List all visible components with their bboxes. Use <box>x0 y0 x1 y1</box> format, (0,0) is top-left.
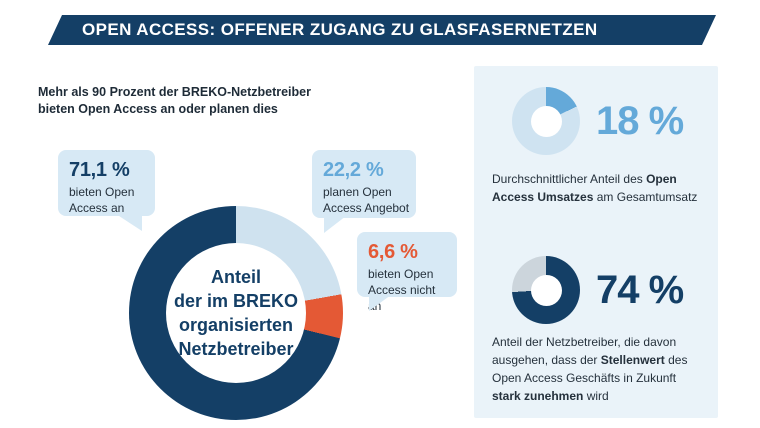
stellenwert-caption-part-3: des Open Access Geschäfts in Zukunft <box>492 353 688 385</box>
donut-center-label-line-4: Netzbetreiber <box>178 339 294 359</box>
donut-center-label-line-1: Anteil <box>210 267 261 287</box>
callout-offer-caption: bieten Open Access an <box>69 184 149 216</box>
donut-center-label-line-2: der im BREKO <box>173 291 299 311</box>
callout-offer-caption-line-1: bieten Open <box>69 185 135 199</box>
stellenwert-value: 74 % <box>596 267 684 312</box>
callout-no-offer-caption-line-1: bieten Open <box>368 267 434 281</box>
callout-offer-caption-line-2: Access an <box>69 201 125 215</box>
stellenwert-caption: Anteil der Netzbetreiber, die davon ausg… <box>492 333 702 405</box>
main-donut-center: Anteil der im BREKO organisierten Netzbe… <box>166 243 306 383</box>
page-title: OPEN ACCESS: OFFENER ZUGANG ZU GLASFASER… <box>82 20 598 39</box>
callout-no-offer: 6,6 % bieten Open Access nicht an <box>357 232 457 313</box>
umsatz-caption-part-2: Open Access Umsatzes <box>492 172 677 204</box>
header-bar: OPEN ACCESS: OFFENER ZUGANG ZU GLASFASER… <box>48 15 716 45</box>
intro-line-1: Mehr als 90 Prozent der BREKO-Netzbetrei… <box>38 85 311 99</box>
umsatz-caption-part-3: am Gesamtumsatz <box>593 190 698 204</box>
umsatz-value: 18 % <box>596 98 684 143</box>
stats-panel: 18 % Durchschnittlicher Anteil des Open … <box>474 66 718 418</box>
stellenwert-caption-part-4: stark zunehmen <box>492 389 584 403</box>
callout-plan-tail <box>324 216 346 233</box>
callout-plan: 22,2 % planen Open Access Angebot <box>312 150 416 218</box>
umsatz-caption-part-1: Durchschnittlicher Anteil des <box>492 172 647 186</box>
stellenwert-caption-part-1: Anteil der Netzbetreiber, die davon ausg… <box>492 335 677 367</box>
callout-plan-caption: planen Open Access Angebot <box>323 184 410 216</box>
callout-offer-value: 71,1 % <box>69 159 130 181</box>
callout-plan-caption-line-1: planen Open <box>323 185 392 199</box>
umsatz-donut-hole <box>530 105 562 137</box>
stellenwert-caption-part-2: Stellenwert <box>600 353 665 367</box>
intro-line-2: bieten Open Access an oder planen dies <box>38 102 278 116</box>
stat-stellenwert: 74 % <box>512 256 684 324</box>
stat-umsatz: 18 % <box>512 87 684 155</box>
callout-offer: 71,1 % bieten Open Access an <box>58 150 155 216</box>
stellenwert-caption-part-5: wird <box>583 389 609 403</box>
callout-no-offer-value: 6,6 % <box>368 241 418 263</box>
callout-plan-caption-line-2: Access Angebot <box>323 201 410 215</box>
umsatz-donut-chart <box>512 87 580 155</box>
callout-no-offer-caption: bieten Open Access nicht an <box>368 266 451 314</box>
main-donut-chart: Anteil der im BREKO organisierten Netzbe… <box>129 206 343 420</box>
donut-center-label-line-3: organisierten <box>178 315 294 335</box>
umsatz-caption: Durchschnittlicher Anteil des Open Acces… <box>492 170 708 206</box>
callout-plan-value: 22,2 % <box>323 159 384 181</box>
stellenwert-donut-chart <box>512 256 580 324</box>
callout-offer-tail <box>116 214 142 231</box>
intro-text: Mehr als 90 Prozent der BREKO-Netzbetrei… <box>38 84 311 118</box>
stellenwert-donut-hole <box>530 274 562 306</box>
